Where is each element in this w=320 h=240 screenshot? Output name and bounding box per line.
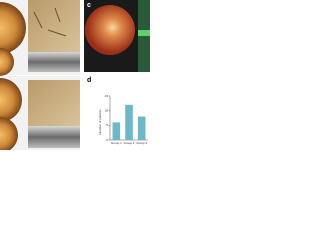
y-tick-label: 10 [105, 108, 109, 112]
oct-image [28, 52, 80, 72]
fundus-image [0, 2, 26, 54]
bar [137, 116, 146, 140]
texture-image [28, 0, 80, 52]
x-tick-label: Group 3 [136, 141, 147, 145]
x-tick-label: Group 1 [111, 141, 122, 145]
y-tick-label: 5 [106, 123, 108, 127]
panel-label: d [87, 77, 91, 84]
bar [125, 104, 133, 140]
y-tick-label: 0 [106, 138, 108, 142]
fundus-image [0, 117, 18, 153]
texture-image [28, 80, 80, 126]
y-axis-label: Number of patients [98, 109, 102, 135]
fundus-image [85, 5, 135, 55]
oct-layer [138, 30, 150, 36]
panel-label: c [87, 2, 91, 9]
fundus-image [0, 78, 22, 122]
bar [112, 122, 121, 140]
fundus-image [0, 48, 14, 76]
y-tick-label: 15 [105, 94, 109, 98]
x-tick-label: Group 2 [124, 141, 135, 145]
texture-detail [33, 7, 67, 37]
oct-image [28, 126, 80, 148]
